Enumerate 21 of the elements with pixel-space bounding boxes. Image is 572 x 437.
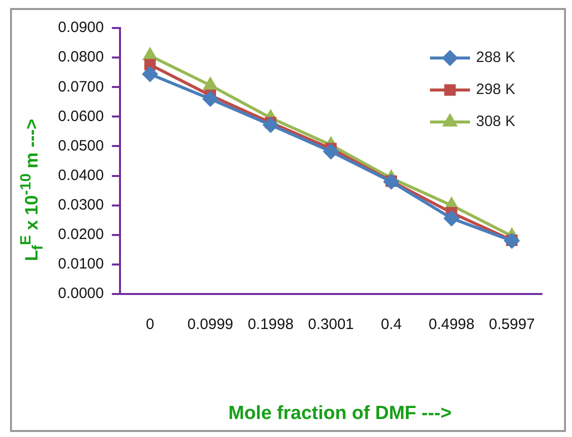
- x-tick-label: 0: [146, 316, 154, 334]
- legend-label: 298 K: [476, 81, 516, 98]
- y-tick-label: 0.0500: [58, 137, 104, 154]
- legend-label: 288 K: [476, 49, 516, 66]
- legend-label: 308 K: [476, 113, 516, 130]
- x-tick-label: 0.5997: [488, 316, 535, 334]
- y-tick-label: 0.0700: [58, 78, 104, 96]
- y-tick-label: 0.0200: [58, 226, 104, 244]
- y-tick-label: 0.0900: [58, 19, 104, 36]
- x-tick-label: 0.4998: [428, 316, 474, 334]
- y-tick-label: 0.0100: [58, 256, 104, 273]
- y-tick-label: 0.0600: [58, 108, 104, 125]
- x-tick-label: 0.1998: [248, 316, 294, 334]
- y-tick-label: 0.0000: [58, 285, 104, 302]
- x-tick-label: 0.4: [380, 316, 402, 334]
- x-tick-label: 0.0999: [187, 316, 234, 334]
- x-tick-label: 0.3001: [308, 316, 354, 334]
- y-tick-label: 0.0400: [58, 166, 104, 184]
- x-axis-title: Mole fraction of DMF --->: [227, 403, 453, 425]
- y-tick-label: 0.0300: [58, 196, 104, 214]
- y-tick-label: 0.0800: [58, 48, 104, 66]
